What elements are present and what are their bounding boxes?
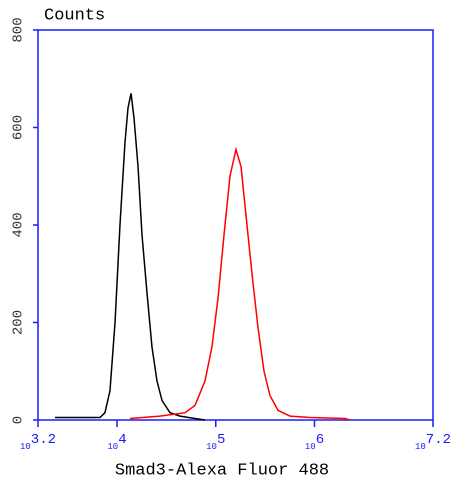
x-axis-label: Smad3-Alexa Fluor 488 bbox=[115, 461, 329, 480]
x-tick-exponent: 7.2 bbox=[426, 432, 451, 448]
x-tick-base: 10 bbox=[107, 442, 118, 452]
plot-frame bbox=[37, 29, 434, 421]
x-tick-exponent: 5 bbox=[217, 432, 225, 448]
histogram-line bbox=[129, 146, 351, 421]
x-tick-exponent: 3.2 bbox=[31, 432, 56, 448]
x-tick-exponent: 6 bbox=[316, 432, 324, 448]
x-tick-base: 10 bbox=[20, 442, 31, 452]
histogram-line bbox=[54, 93, 206, 421]
x-tick-base: 10 bbox=[305, 442, 316, 452]
y-tick-label: 600 bbox=[11, 115, 27, 140]
y-axis-label: Counts bbox=[44, 6, 105, 25]
x-tick-label: 104 bbox=[107, 432, 126, 453]
x-tick-base: 10 bbox=[415, 442, 426, 452]
x-tick-label: 105 bbox=[206, 432, 225, 453]
y-tick-label: 0 bbox=[11, 416, 27, 424]
x-tick-label: 106 bbox=[305, 432, 324, 453]
x-tick-label: 107.2 bbox=[415, 432, 451, 453]
y-tick-label: 400 bbox=[11, 212, 27, 237]
y-tick-label: 200 bbox=[11, 310, 27, 335]
x-tick-exponent: 4 bbox=[118, 432, 126, 448]
y-tick-label: 800 bbox=[11, 17, 27, 42]
x-tick-base: 10 bbox=[206, 442, 217, 452]
x-tick-label: 103.2 bbox=[20, 432, 56, 453]
